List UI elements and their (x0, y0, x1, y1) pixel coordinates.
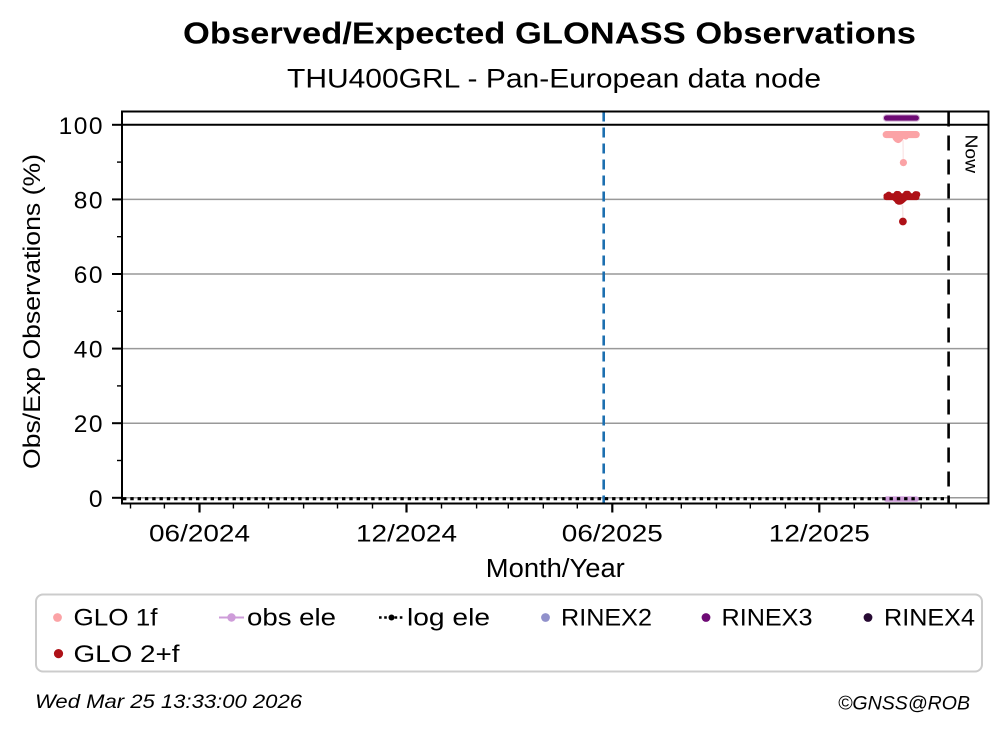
svg-text:Month/Year: Month/Year (486, 555, 626, 583)
svg-text:Now: Now (962, 135, 982, 174)
svg-text:RINEX4: RINEX4 (884, 605, 975, 632)
svg-text:12/2025: 12/2025 (769, 521, 870, 548)
svg-text:80: 80 (74, 187, 104, 214)
svg-text:0: 0 (89, 486, 104, 513)
svg-text:60: 60 (74, 262, 104, 289)
svg-text:GLO 2+f: GLO 2+f (74, 641, 180, 668)
svg-text:Obs/Exp Observations (%): Obs/Exp Observations (%) (19, 154, 46, 469)
svg-text:THU400GRL - Pan-European data: THU400GRL - Pan-European data node (287, 64, 821, 94)
svg-text:obs ele: obs ele (247, 605, 336, 632)
svg-text:40: 40 (74, 337, 104, 364)
svg-text:20: 20 (74, 411, 104, 438)
svg-text:RINEX3: RINEX3 (722, 605, 813, 632)
svg-text:12/2024: 12/2024 (356, 521, 457, 548)
svg-text:GLO 1f: GLO 1f (74, 605, 158, 632)
svg-text:06/2024: 06/2024 (149, 521, 250, 548)
svg-text:Wed Mar 25 13:33:00 2026: Wed Mar 25 13:33:00 2026 (35, 691, 302, 713)
svg-text:100: 100 (59, 113, 104, 140)
svg-text:log ele: log ele (407, 605, 490, 632)
svg-text:06/2025: 06/2025 (562, 521, 663, 548)
svg-text:©GNSS@ROB: ©GNSS@ROB (838, 693, 970, 715)
svg-text:RINEX2: RINEX2 (561, 605, 652, 632)
svg-text:Observed/Expected GLONASS Obse: Observed/Expected GLONASS Observations (183, 16, 916, 51)
